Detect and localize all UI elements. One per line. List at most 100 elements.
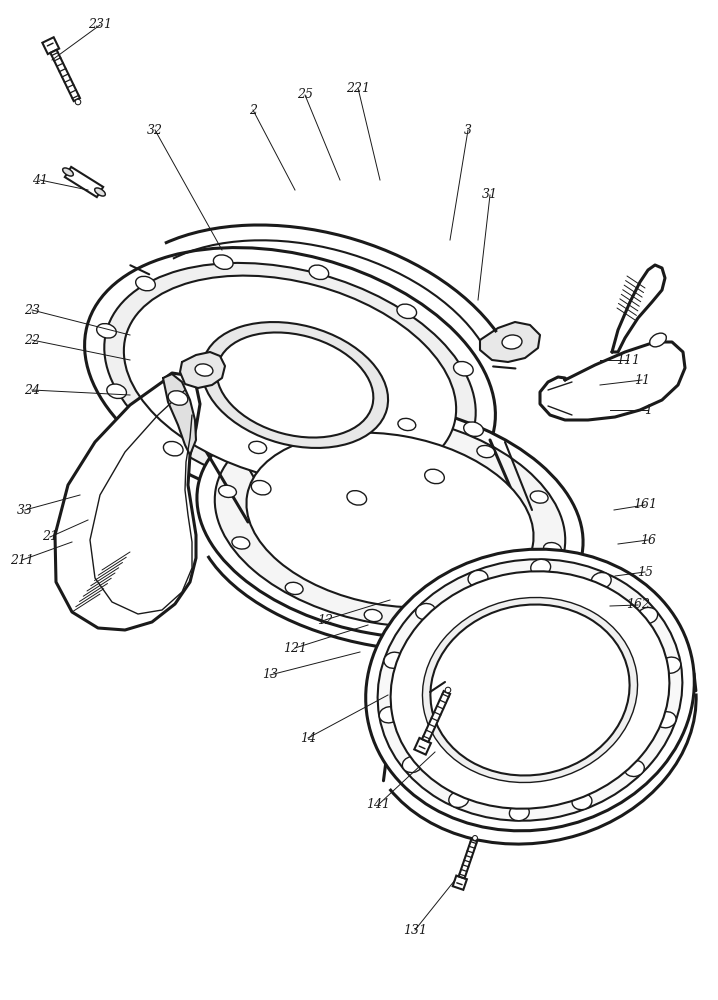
Ellipse shape	[168, 391, 188, 405]
Ellipse shape	[502, 335, 522, 349]
Ellipse shape	[661, 657, 681, 673]
Ellipse shape	[384, 652, 404, 668]
Ellipse shape	[398, 418, 416, 431]
Text: 41: 41	[32, 174, 48, 186]
Ellipse shape	[195, 364, 213, 376]
Ellipse shape	[638, 607, 658, 624]
Text: 121: 121	[283, 642, 307, 654]
Ellipse shape	[445, 687, 451, 693]
Polygon shape	[612, 265, 665, 352]
Ellipse shape	[365, 549, 694, 831]
Polygon shape	[65, 167, 103, 197]
Ellipse shape	[285, 582, 303, 595]
Ellipse shape	[364, 609, 382, 622]
Ellipse shape	[197, 402, 583, 638]
Ellipse shape	[448, 611, 465, 623]
Ellipse shape	[416, 603, 436, 620]
Ellipse shape	[314, 417, 332, 429]
Polygon shape	[540, 342, 685, 420]
Polygon shape	[163, 374, 196, 455]
Ellipse shape	[251, 480, 271, 495]
Ellipse shape	[217, 332, 373, 438]
Ellipse shape	[430, 605, 630, 775]
Polygon shape	[55, 373, 200, 630]
Text: 23: 23	[24, 304, 40, 316]
Ellipse shape	[213, 255, 233, 269]
Text: 14: 14	[300, 732, 316, 744]
Polygon shape	[422, 691, 450, 742]
Ellipse shape	[454, 361, 473, 376]
Ellipse shape	[531, 559, 551, 575]
Ellipse shape	[650, 333, 666, 347]
Ellipse shape	[202, 322, 388, 448]
Ellipse shape	[248, 441, 266, 454]
Text: 211: 211	[10, 554, 34, 566]
Text: 161: 161	[633, 498, 657, 512]
Text: 13: 13	[262, 668, 278, 682]
Polygon shape	[480, 322, 540, 362]
Ellipse shape	[215, 413, 565, 627]
Text: 1: 1	[644, 403, 652, 416]
Text: 131: 131	[403, 924, 427, 936]
Ellipse shape	[397, 304, 416, 319]
Ellipse shape	[391, 571, 669, 809]
Ellipse shape	[85, 248, 495, 512]
Ellipse shape	[232, 537, 250, 549]
Text: 33: 33	[17, 504, 33, 516]
Text: 21: 21	[42, 530, 58, 544]
Ellipse shape	[572, 794, 592, 810]
Ellipse shape	[95, 188, 106, 196]
Text: 12: 12	[317, 613, 333, 626]
Text: 11: 11	[634, 373, 650, 386]
Text: 231: 231	[88, 18, 112, 31]
Polygon shape	[459, 839, 477, 878]
Text: 25: 25	[297, 89, 313, 102]
Ellipse shape	[513, 586, 531, 599]
Ellipse shape	[592, 573, 611, 589]
Ellipse shape	[97, 324, 116, 338]
Ellipse shape	[468, 570, 488, 586]
Text: 15: 15	[637, 566, 653, 578]
Polygon shape	[414, 738, 431, 755]
Ellipse shape	[75, 99, 80, 105]
Ellipse shape	[509, 805, 529, 821]
Ellipse shape	[422, 597, 638, 783]
Text: 111: 111	[616, 354, 640, 366]
Text: 141: 141	[366, 798, 390, 812]
Ellipse shape	[464, 422, 483, 436]
Text: 162: 162	[626, 598, 650, 611]
Ellipse shape	[309, 265, 329, 280]
Text: 16: 16	[640, 534, 656, 546]
Polygon shape	[42, 37, 59, 54]
Text: 3: 3	[464, 123, 472, 136]
Ellipse shape	[107, 384, 126, 399]
Text: 24: 24	[24, 383, 40, 396]
Ellipse shape	[472, 836, 477, 840]
Polygon shape	[180, 352, 225, 388]
Ellipse shape	[424, 469, 444, 484]
Ellipse shape	[544, 543, 561, 555]
Polygon shape	[50, 50, 80, 101]
Ellipse shape	[625, 760, 644, 777]
Ellipse shape	[449, 791, 469, 807]
Text: 22: 22	[24, 334, 40, 347]
Ellipse shape	[379, 707, 399, 723]
Ellipse shape	[530, 491, 548, 503]
Ellipse shape	[104, 263, 476, 497]
Ellipse shape	[477, 445, 495, 458]
Ellipse shape	[246, 433, 533, 607]
Ellipse shape	[347, 491, 367, 505]
Ellipse shape	[402, 756, 422, 773]
Ellipse shape	[136, 276, 155, 291]
Text: 31: 31	[482, 188, 498, 202]
Text: 2: 2	[249, 104, 257, 116]
Ellipse shape	[123, 276, 456, 484]
Ellipse shape	[378, 559, 682, 821]
Ellipse shape	[218, 485, 236, 497]
Ellipse shape	[62, 168, 73, 176]
Ellipse shape	[656, 712, 676, 728]
Text: 32: 32	[147, 123, 163, 136]
Text: 221: 221	[346, 82, 370, 95]
Polygon shape	[452, 876, 467, 890]
Ellipse shape	[164, 441, 183, 456]
